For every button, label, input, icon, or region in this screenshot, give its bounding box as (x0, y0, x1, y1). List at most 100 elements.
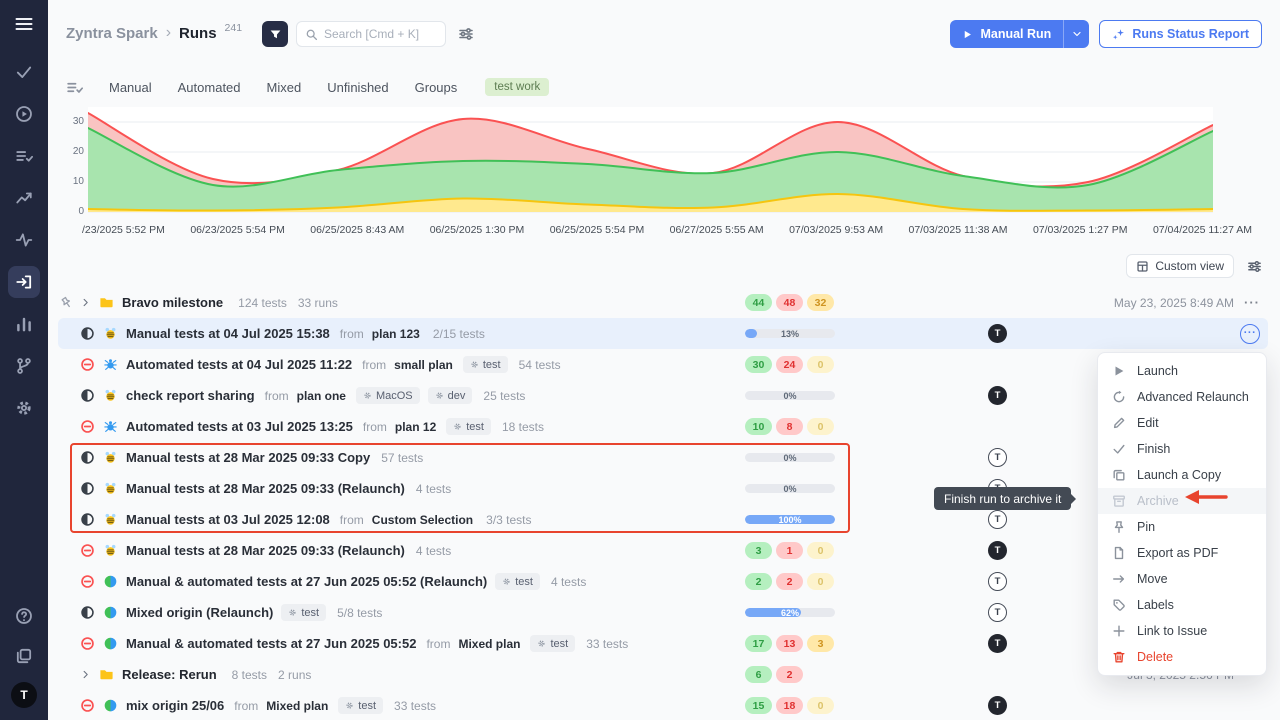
run-title[interactable]: Mixed origin (Relaunch) (126, 605, 274, 620)
run-row[interactable]: Manual tests at 28 Mar 2025 09:33 (Relau… (58, 535, 1268, 566)
sidebar-item-help[interactable] (8, 600, 40, 632)
sidebar-avatar[interactable]: T (11, 682, 37, 708)
manual-run-button[interactable]: Manual Run (950, 20, 1063, 48)
run-title[interactable]: Manual tests at 04 Jul 2025 15:38 (126, 326, 330, 341)
run-title[interactable]: Manual & automated tests at 27 Jun 2025 … (126, 636, 417, 651)
menu-item-archive[interactable]: Archive (1098, 488, 1266, 514)
run-title[interactable]: mix origin 25/06 (126, 698, 225, 713)
run-row[interactable]: Manual tests at 04 Jul 2025 15:38 from pla… (58, 318, 1268, 349)
assignee-avatar[interactable]: T (988, 541, 1007, 560)
run-row[interactable]: Automated tests at 04 Jul 2025 11:22 from… (58, 349, 1268, 380)
tag-pill[interactable]: test (281, 604, 327, 621)
tag-pill[interactable]: test (462, 356, 508, 373)
run-row[interactable]: Automated tests at 03 Jul 2025 13:25 from… (58, 411, 1268, 442)
more-menu-button[interactable]: ··· (1240, 323, 1260, 344)
run-row[interactable]: Manual tests at 03 Jul 2025 12:08 from Cus… (58, 504, 1268, 535)
plan-name[interactable]: plan 123 (371, 326, 420, 341)
sidebar-item-list-check[interactable] (8, 140, 40, 172)
tab-groups[interactable]: Groups (414, 79, 458, 95)
assignee-avatar[interactable]: T (988, 324, 1007, 343)
group-title[interactable]: Release: Rerun (122, 667, 217, 682)
run-row[interactable]: mix origin 25/06 from Mixed plan test 33 tes… (58, 690, 1268, 720)
menu-item-advanced-relaunch[interactable]: Advanced Relaunch (1098, 384, 1266, 410)
run-row[interactable]: Mixed origin (Relaunch) test 5/8 tests 62% T (58, 597, 1268, 628)
tab-automated[interactable]: Automated (177, 79, 241, 95)
tab-manual[interactable]: Manual (109, 79, 152, 95)
breadcrumb-project[interactable]: Zyntra Spark (66, 24, 158, 42)
tag-pill[interactable]: MacOS (355, 387, 420, 404)
menu-item-move[interactable]: Move (1098, 566, 1266, 592)
plan-name[interactable]: Mixed plan (458, 636, 521, 651)
check-icon (1112, 442, 1126, 456)
run-title[interactable]: Manual tests at 28 Mar 2025 09:33 (Relau… (126, 543, 405, 558)
plan-name[interactable]: plan one (296, 388, 346, 403)
row-main: Automated tests at 03 Jul 2025 13:25 from… (80, 411, 544, 442)
sidebar-item-sign-in[interactable] (8, 266, 40, 298)
menu-item-labels[interactable]: Labels (1098, 592, 1266, 618)
search-settings-icon[interactable] (458, 26, 474, 42)
sidebar-item-stack[interactable] (8, 640, 40, 672)
run-title[interactable]: Manual tests at 03 Jul 2025 12:08 (126, 512, 330, 527)
assignee-avatar[interactable]: T (988, 603, 1007, 622)
sidebar-item-check[interactable] (8, 56, 40, 88)
assignee-avatar[interactable]: T (988, 634, 1007, 653)
menu-item-delete[interactable]: Delete (1098, 644, 1266, 670)
menu-item-finish[interactable]: Finish (1098, 436, 1266, 462)
menu-item-link-to-issue[interactable]: Link to Issue (1098, 618, 1266, 644)
menu-item-pin[interactable]: Pin (1098, 514, 1266, 540)
view-settings-button[interactable] (1242, 254, 1266, 278)
work-tag[interactable]: test work (485, 78, 550, 96)
sidebar-item-play-circle[interactable] (8, 98, 40, 130)
run-row[interactable]: check report sharing from plan one MacOS dev… (58, 380, 1268, 411)
sidebar-item-trend[interactable] (8, 182, 40, 214)
run-title[interactable]: Manual & automated tests at 27 Jun 2025 … (126, 574, 488, 589)
runs-status-report-button[interactable]: Runs Status Report (1099, 20, 1262, 48)
sidebar-item-gear[interactable] (8, 392, 40, 424)
run-row[interactable]: Manual & automated tests at 27 Jun 2025 … (58, 628, 1268, 659)
plan-name[interactable]: small plan (394, 357, 453, 372)
tab-unfinished[interactable]: Unfinished (327, 79, 389, 95)
run-title[interactable]: Automated tests at 04 Jul 2025 11:22 (126, 357, 353, 372)
run-title[interactable]: Manual tests at 28 Mar 2025 09:33 (Relau… (126, 481, 405, 496)
group-title[interactable]: Bravo milestone (122, 295, 224, 310)
plan-name[interactable]: Mixed plan (266, 698, 329, 713)
run-title[interactable]: Manual tests at 28 Mar 2025 09:33 Copy (126, 450, 371, 465)
plan-name[interactable]: plan 12 (394, 419, 437, 434)
search-box[interactable] (296, 21, 446, 47)
tag-pill[interactable]: test (338, 697, 384, 714)
run-row[interactable]: Manual tests at 28 Mar 2025 09:33 Copy 57… (58, 442, 1268, 473)
assignee-avatar[interactable]: T (988, 696, 1007, 715)
sidebar-item-activity[interactable] (8, 224, 40, 256)
tag-pill[interactable]: test (446, 418, 491, 435)
run-title[interactable]: check report sharing (126, 388, 255, 403)
assignee-avatar[interactable]: T (988, 448, 1007, 467)
menu-item-edit[interactable]: Edit (1098, 410, 1266, 436)
filter-button[interactable] (262, 21, 288, 47)
assignee-avatar[interactable]: T (988, 572, 1007, 591)
assignee-avatar[interactable]: T (988, 510, 1007, 529)
tag-pill[interactable]: test (530, 635, 576, 652)
menu-item-export-as-pdf[interactable]: Export as PDF (1098, 540, 1266, 566)
sidebar-item-branch[interactable] (8, 350, 40, 382)
manual-run-dropdown[interactable] (1063, 20, 1089, 48)
group-row[interactable]: Bravo milestone 124 tests 33 runs 44 48 32 May… (58, 287, 1268, 318)
menu-item-launch[interactable]: Launch (1098, 358, 1266, 384)
runs-chart: 0 10 20 30 /23/2025 5:52 PM 06/23/2025 5:54 … (48, 100, 1280, 248)
custom-view-button[interactable]: Custom view (1126, 254, 1234, 278)
plan-name[interactable]: Custom Selection (371, 512, 474, 527)
run-row[interactable]: Manual tests at 28 Mar 2025 09:33 (Relau… (58, 473, 1268, 504)
menu-icon[interactable] (14, 14, 34, 34)
run-row[interactable]: Manual & automated tests at 27 Jun 2025 … (58, 566, 1268, 597)
search-input[interactable] (324, 27, 437, 41)
assignee-avatar[interactable]: T (988, 386, 1007, 405)
menu-item-launch-a-copy[interactable]: Launch a Copy (1098, 462, 1266, 488)
tag-pill[interactable]: dev (427, 387, 473, 404)
tag-pill[interactable]: test (495, 573, 540, 590)
sidebar-item-bar-chart[interactable] (8, 308, 40, 340)
runs-view-icon[interactable] (66, 79, 83, 96)
more-menu-button[interactable]: ··· (1244, 295, 1260, 310)
count-badge-yellow: 0 (807, 356, 834, 373)
run-title[interactable]: Automated tests at 03 Jul 2025 13:25 (126, 419, 353, 434)
tab-mixed[interactable]: Mixed (266, 79, 302, 95)
